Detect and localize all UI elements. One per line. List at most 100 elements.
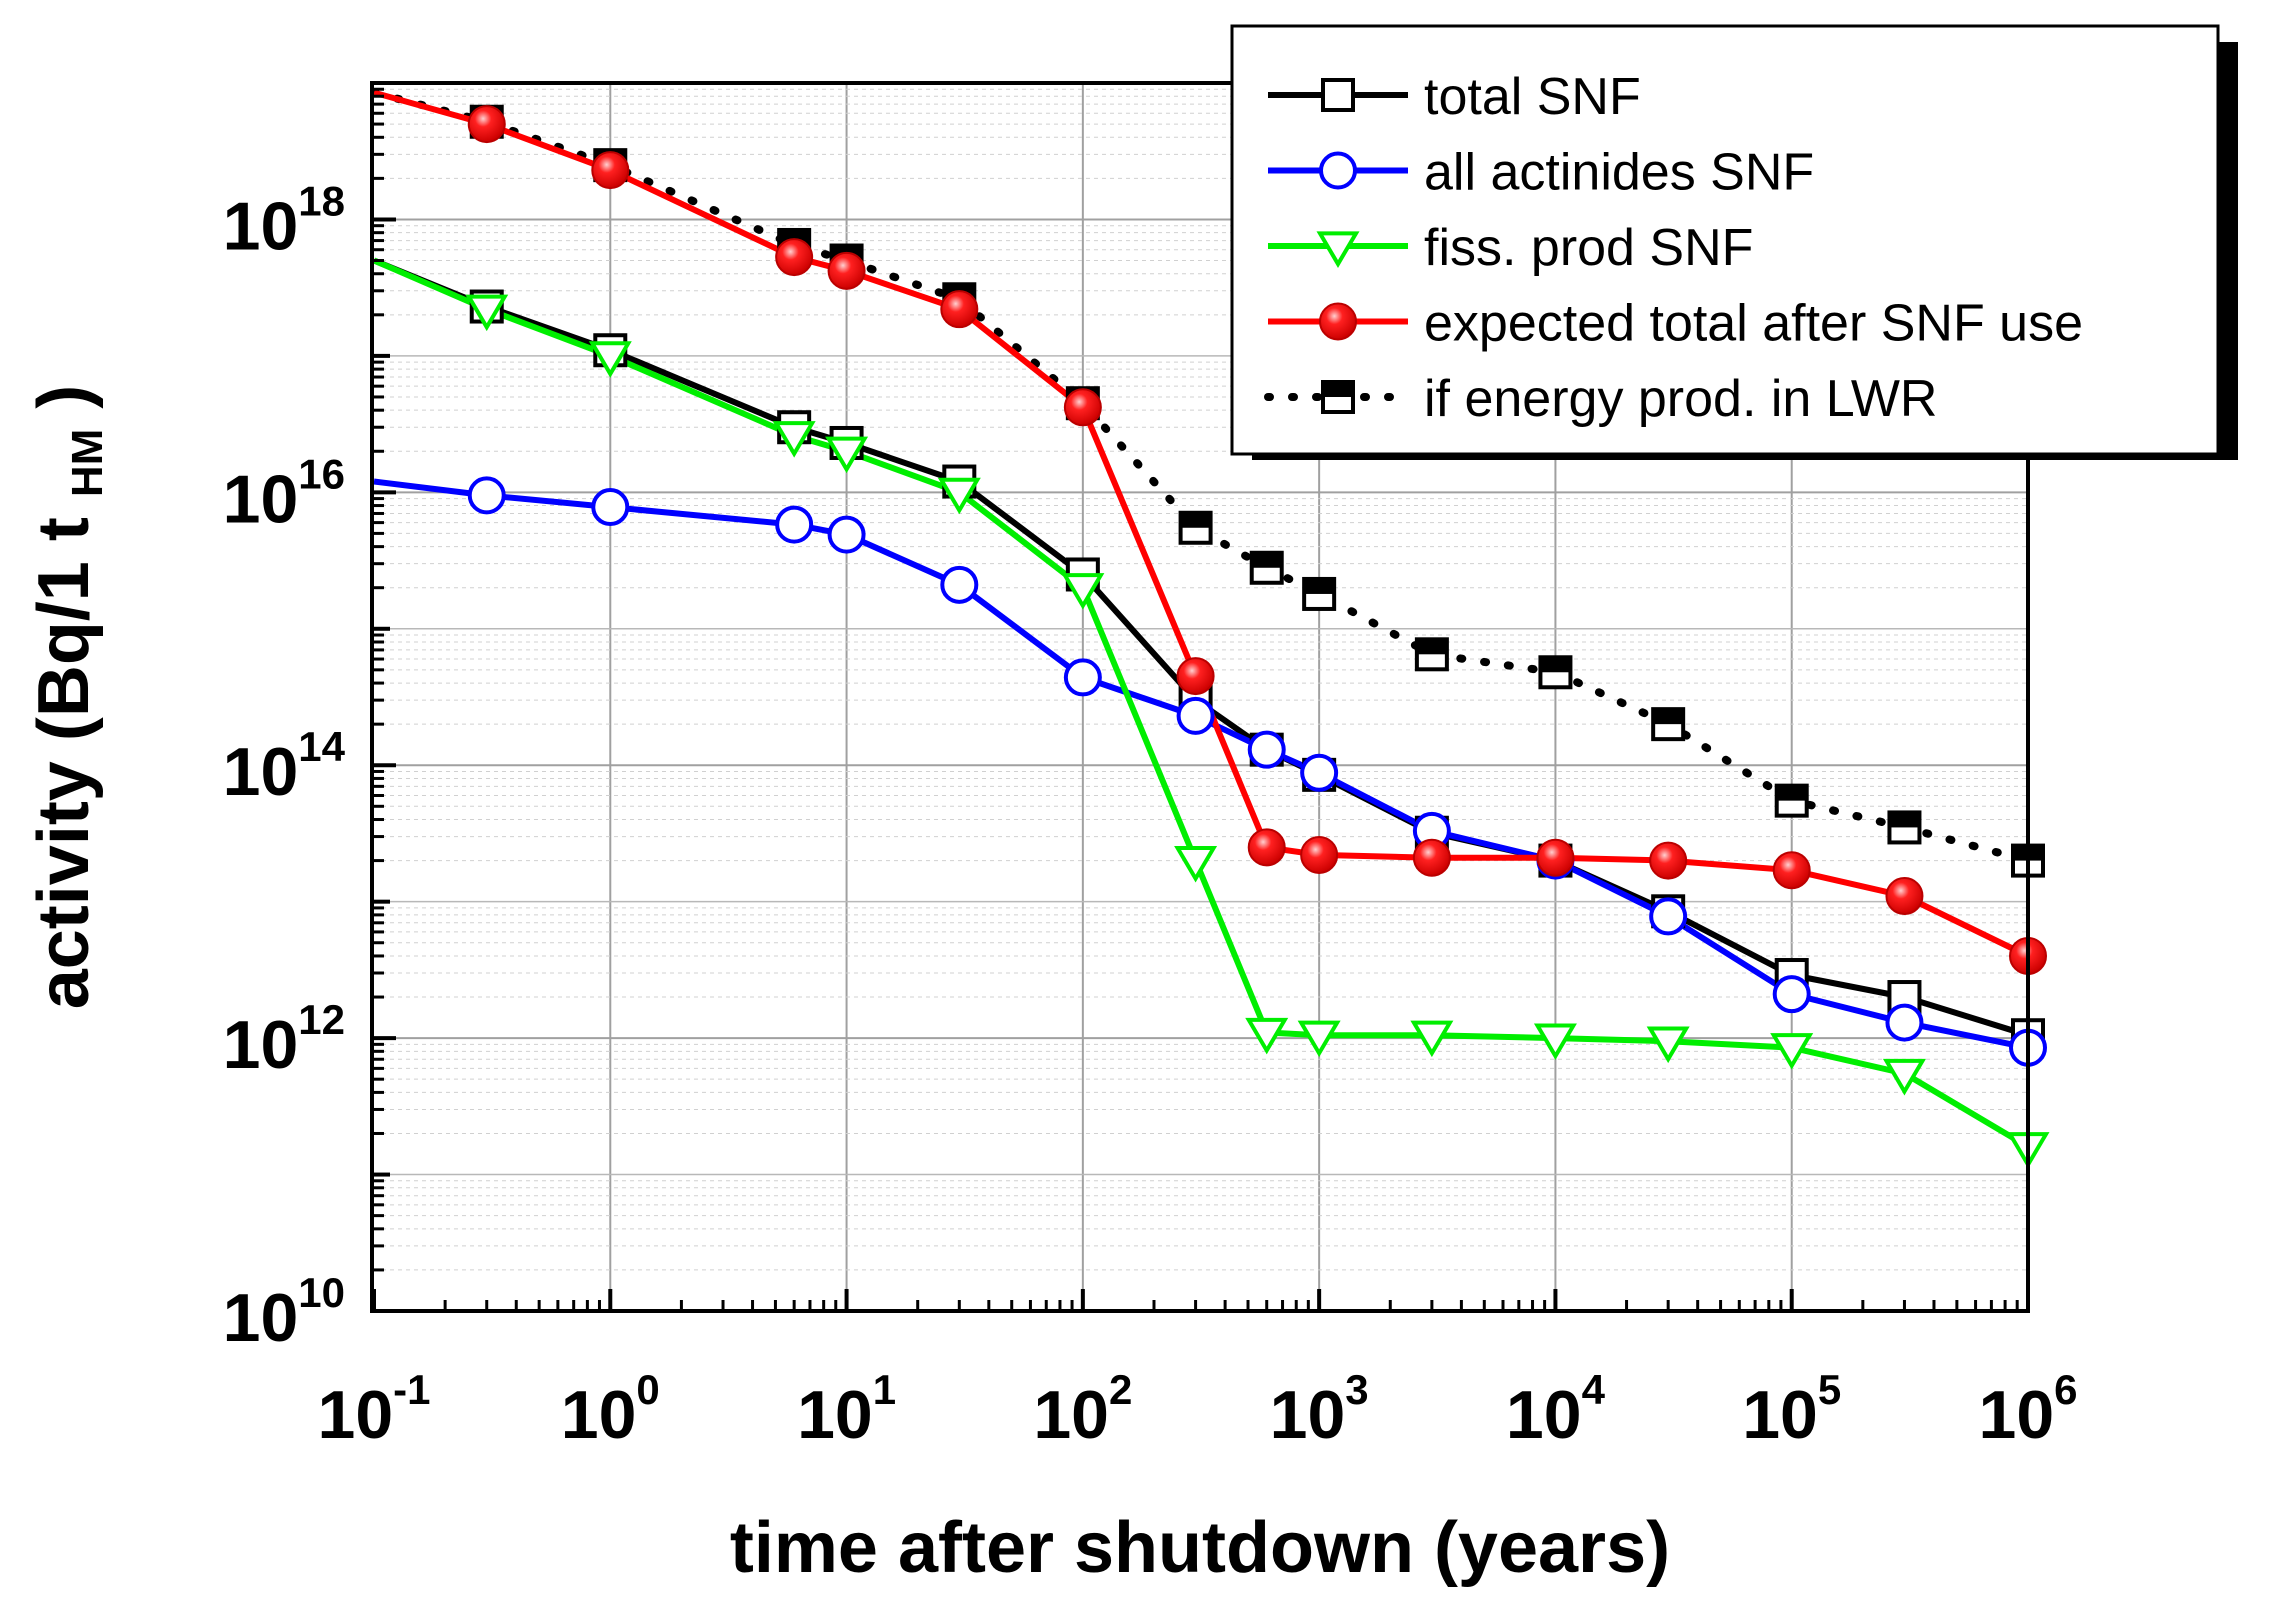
marker-open-triangle-down (825, 436, 869, 474)
y-tick-base: 10 (223, 1007, 299, 1083)
marker-half-filled-square (1887, 810, 1922, 845)
legend-label: all actinides SNF (1424, 144, 1814, 202)
marker-open-circle (827, 515, 866, 554)
marker-half-filled-square (1249, 550, 1284, 585)
marker-filled-circle (1247, 828, 1286, 867)
square-marker-fill (1251, 552, 1282, 568)
marker-open-circle (1300, 753, 1339, 792)
marker-half-filled-square (1651, 707, 1686, 742)
marker-filled-circle (1536, 838, 1575, 877)
marker-open-triangle-down (1245, 1017, 1289, 1055)
marker-open-triangle-down (772, 421, 816, 458)
marker-open-circle (775, 505, 814, 544)
circle-marker (1176, 696, 1215, 735)
series-line (372, 257, 2028, 1150)
marker-filled-circle (1063, 388, 1102, 427)
ball-marker (1247, 828, 1286, 867)
circle-marker (1247, 730, 1286, 769)
triangle-marker (588, 341, 632, 378)
ball-marker (467, 105, 506, 144)
marker-filled-circle (775, 238, 814, 277)
marker-open-circle (1772, 975, 1811, 1014)
y-tick-label: 1014 (223, 723, 346, 810)
y-axis-label-main: activity (Bq/1 t (24, 517, 104, 1009)
marker-filled-circle (1772, 851, 1811, 890)
ball-marker (1649, 841, 1688, 880)
x-tick-base: 10 (318, 1377, 394, 1453)
circle-marker (1319, 151, 1357, 190)
square-marker-fill (1304, 578, 1335, 594)
square-marker-fill (1889, 812, 1920, 828)
marker-half-filled-square (1321, 380, 1355, 414)
ball-marker (1300, 835, 1339, 874)
y-tick-base: 10 (223, 188, 299, 264)
circle-marker (467, 476, 506, 515)
marker-filled-circle (1319, 302, 1357, 341)
marker-filled-circle (1300, 835, 1339, 874)
circle-marker (591, 488, 630, 527)
marker-open-triangle-down (465, 294, 509, 332)
triangle-marker (825, 436, 869, 474)
marker-filled-circle (1176, 657, 1215, 696)
y-tick-exponent: 12 (298, 996, 345, 1043)
ball-marker (1885, 877, 1924, 916)
legend-item: if energy prod. in LWR (1264, 370, 1937, 428)
marker-half-filled-square (1414, 637, 1449, 672)
x-tick-base: 10 (1979, 1377, 2055, 1453)
circle-marker (1772, 975, 1811, 1014)
marker-filled-circle (1649, 841, 1688, 880)
marker-filled-circle (1412, 838, 1451, 877)
legend: total SNF all actinides SNF fiss. prod SNF… (1230, 24, 2238, 460)
circle-marker (940, 565, 979, 604)
x-tick-label: 103 (1270, 1366, 1369, 1453)
x-tick-exponent: 2 (1109, 1366, 1132, 1413)
x-tick-exponent: 6 (2054, 1366, 2077, 1413)
marker-open-triangle-down (1316, 231, 1360, 268)
triangle-marker (1770, 1033, 1814, 1070)
ball-marker (827, 251, 866, 290)
circle-marker (1649, 897, 1688, 936)
marker-open-triangle-down (1174, 845, 1218, 883)
marker-open-circle (1885, 1003, 1924, 1042)
triangle-marker (465, 294, 509, 332)
axis-ticks (372, 81, 2030, 1313)
triangle-marker (1174, 845, 1218, 883)
x-tick-base: 10 (561, 1377, 637, 1453)
y-tick-exponent: 16 (298, 450, 345, 497)
legend-item: fiss. prod SNF (1268, 219, 1753, 277)
marker-filled-circle (591, 151, 630, 190)
marker-open-circle (591, 488, 630, 527)
marker-open-triangle-down (1297, 1020, 1341, 1058)
ball-marker (1772, 851, 1811, 890)
x-tick-base: 10 (1742, 1377, 1818, 1453)
marker-half-filled-square (1774, 783, 1809, 818)
x-tick-label: 104 (1506, 1366, 1606, 1453)
legend-item: all actinides SNF (1268, 144, 1814, 202)
marker-filled-circle (1885, 877, 1924, 916)
x-tick-label: 105 (1742, 1366, 1841, 1453)
square-marker-fill (1416, 639, 1447, 655)
x-tick-exponent: 5 (1818, 1366, 1841, 1413)
y-tick-exponent: 10 (298, 1269, 345, 1316)
ball-marker (1412, 838, 1451, 877)
marker-half-filled-square (1178, 510, 1213, 545)
legend-label: fiss. prod SNF (1424, 219, 1753, 277)
ball-marker (1176, 657, 1215, 696)
legend-items: total SNF all actinides SNF fiss. prod SNF… (1264, 68, 2083, 428)
legend-label: expected total after SNF use (1424, 295, 2083, 353)
marker-open-circle (940, 565, 979, 604)
y-tick-label: 1012 (223, 996, 345, 1083)
ball-marker (940, 290, 979, 329)
y-tick-base: 10 (223, 1280, 299, 1356)
triangle-marker (1061, 573, 1105, 610)
ball-marker (1319, 302, 1357, 341)
y-tick-base: 10 (223, 734, 299, 810)
legend-label: total SNF (1424, 68, 1641, 126)
triangle-marker (1646, 1026, 1690, 1064)
circle-marker (827, 515, 866, 554)
x-tick-label: 10-1 (318, 1366, 431, 1453)
y-tick-exponent: 14 (298, 723, 345, 770)
marker-open-triangle-down (1646, 1026, 1690, 1064)
